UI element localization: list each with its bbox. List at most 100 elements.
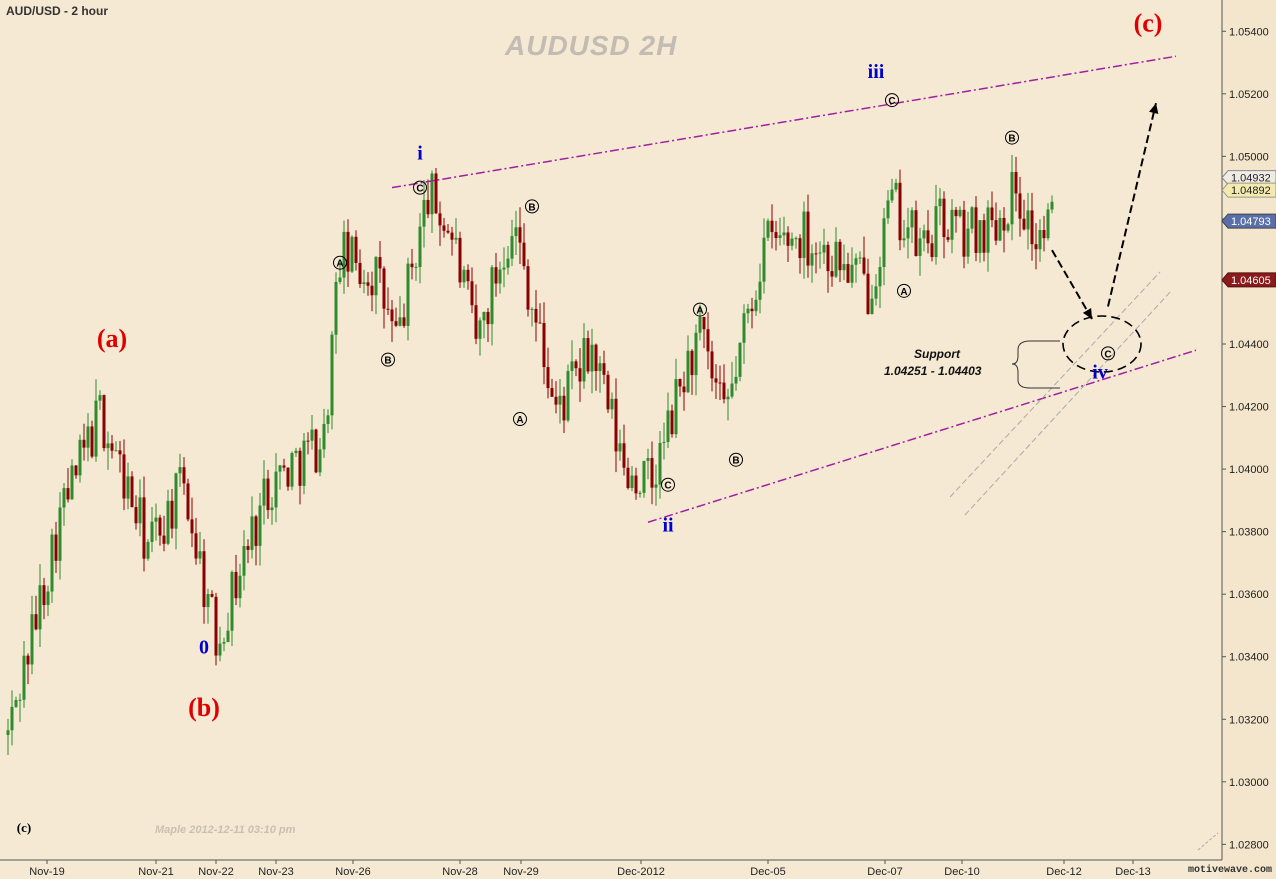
candle-body	[466, 269, 470, 282]
x-tick-label: Nov-21	[138, 866, 173, 878]
candle-body	[774, 232, 778, 238]
candle-body	[990, 207, 994, 221]
x-tick-label: Dec-05	[750, 866, 785, 878]
candle-body	[214, 596, 218, 656]
projection-down-leg	[1051, 249, 1093, 320]
price-tag-label: 1.04892	[1231, 185, 1271, 197]
x-tick-label: Nov-29	[503, 866, 538, 878]
candle-body	[402, 317, 406, 326]
wave-circle	[1005, 130, 1019, 145]
candle-body	[634, 475, 638, 494]
candle-body	[78, 439, 82, 476]
candle-body	[898, 182, 902, 241]
candle-body	[62, 488, 66, 508]
wave-circle-label: C	[1104, 349, 1111, 360]
candle-body	[530, 308, 534, 310]
candle-body	[614, 398, 618, 452]
arrowhead-down	[1082, 308, 1092, 319]
candle-body	[606, 374, 610, 410]
wave-circle-label: A	[516, 415, 523, 426]
wave-label: iii	[868, 61, 885, 83]
candle-body	[846, 264, 850, 283]
candle-body	[818, 252, 822, 254]
wave-circle	[661, 477, 675, 492]
candle-body	[350, 236, 354, 272]
candle-body	[630, 475, 634, 488]
support-brace	[1011, 340, 1060, 389]
candle-body	[502, 267, 506, 270]
candle-body	[362, 282, 366, 284]
candle-body	[950, 209, 954, 240]
x-tick-label: Dec-07	[867, 866, 902, 878]
candle-body	[754, 299, 758, 312]
candle-body	[566, 370, 570, 421]
candle-body	[270, 507, 274, 511]
wave-circle	[381, 352, 395, 367]
wave-circle	[897, 283, 911, 298]
wave-circle-label: A	[696, 306, 703, 317]
candle-body	[462, 269, 466, 283]
candle-body	[914, 210, 918, 256]
price-tag	[1221, 170, 1276, 186]
candle-body	[1014, 172, 1018, 194]
candle-body	[790, 238, 794, 246]
candle-body	[550, 388, 554, 397]
candle-body	[370, 285, 374, 296]
chart-symbol-title: AUD/USD - 2 hour	[6, 4, 108, 18]
candle-body	[522, 242, 526, 267]
x-tick-label: Dec-13	[1115, 866, 1150, 878]
candle-body	[246, 546, 250, 550]
candle-body	[650, 458, 654, 488]
candle-body	[678, 379, 682, 387]
y-tick-label: 1.03800	[1229, 527, 1269, 539]
candle-body	[646, 458, 650, 461]
candle-body	[430, 173, 434, 215]
wave-circle-label: B	[528, 202, 535, 213]
candle-body	[762, 237, 766, 282]
x-tick-label: Nov-19	[29, 866, 64, 878]
candle-body	[902, 238, 906, 241]
candle-body	[118, 450, 122, 455]
candle-body	[802, 211, 806, 259]
candle-body	[382, 268, 386, 309]
candle-body	[294, 450, 298, 454]
price-tag	[1221, 272, 1276, 288]
candle-body	[878, 266, 882, 287]
candle-body	[26, 655, 30, 665]
candle-body	[126, 476, 130, 499]
candle-body	[718, 382, 722, 384]
candle-body	[458, 237, 462, 283]
candle-body	[42, 585, 46, 606]
candle-body	[714, 378, 718, 383]
lower-channel-line	[647, 349, 1197, 523]
candle-body	[486, 311, 490, 325]
candle-body	[842, 264, 846, 271]
y-tick-label: 1.05200	[1229, 89, 1269, 101]
wave-label: iv	[1092, 361, 1108, 383]
candle-body	[514, 227, 518, 237]
candle-body	[198, 551, 202, 559]
candle-body	[1042, 230, 1046, 239]
wave-circle-label: C	[888, 96, 895, 107]
candle-body	[102, 395, 106, 449]
wave-label: (a)	[97, 324, 127, 353]
candle-body	[266, 478, 270, 511]
candle-body	[806, 211, 810, 266]
chart-watermark: AUDUSD 2H	[505, 30, 678, 61]
candle-body	[342, 231, 346, 278]
candle-body	[498, 269, 502, 284]
candle-body	[670, 410, 674, 435]
y-tick-label: 1.03400	[1229, 652, 1269, 664]
candle-body	[238, 575, 242, 599]
candle-body	[930, 243, 934, 258]
candle-body	[782, 232, 786, 236]
wave-circle-label: B	[384, 356, 391, 367]
candle-body	[602, 363, 606, 375]
candle-body	[310, 429, 314, 441]
candle-body	[786, 232, 790, 246]
y-tick-label: 1.03600	[1229, 589, 1269, 601]
candle-body	[834, 241, 838, 277]
candle-body	[46, 591, 50, 606]
candle-body	[766, 220, 770, 238]
